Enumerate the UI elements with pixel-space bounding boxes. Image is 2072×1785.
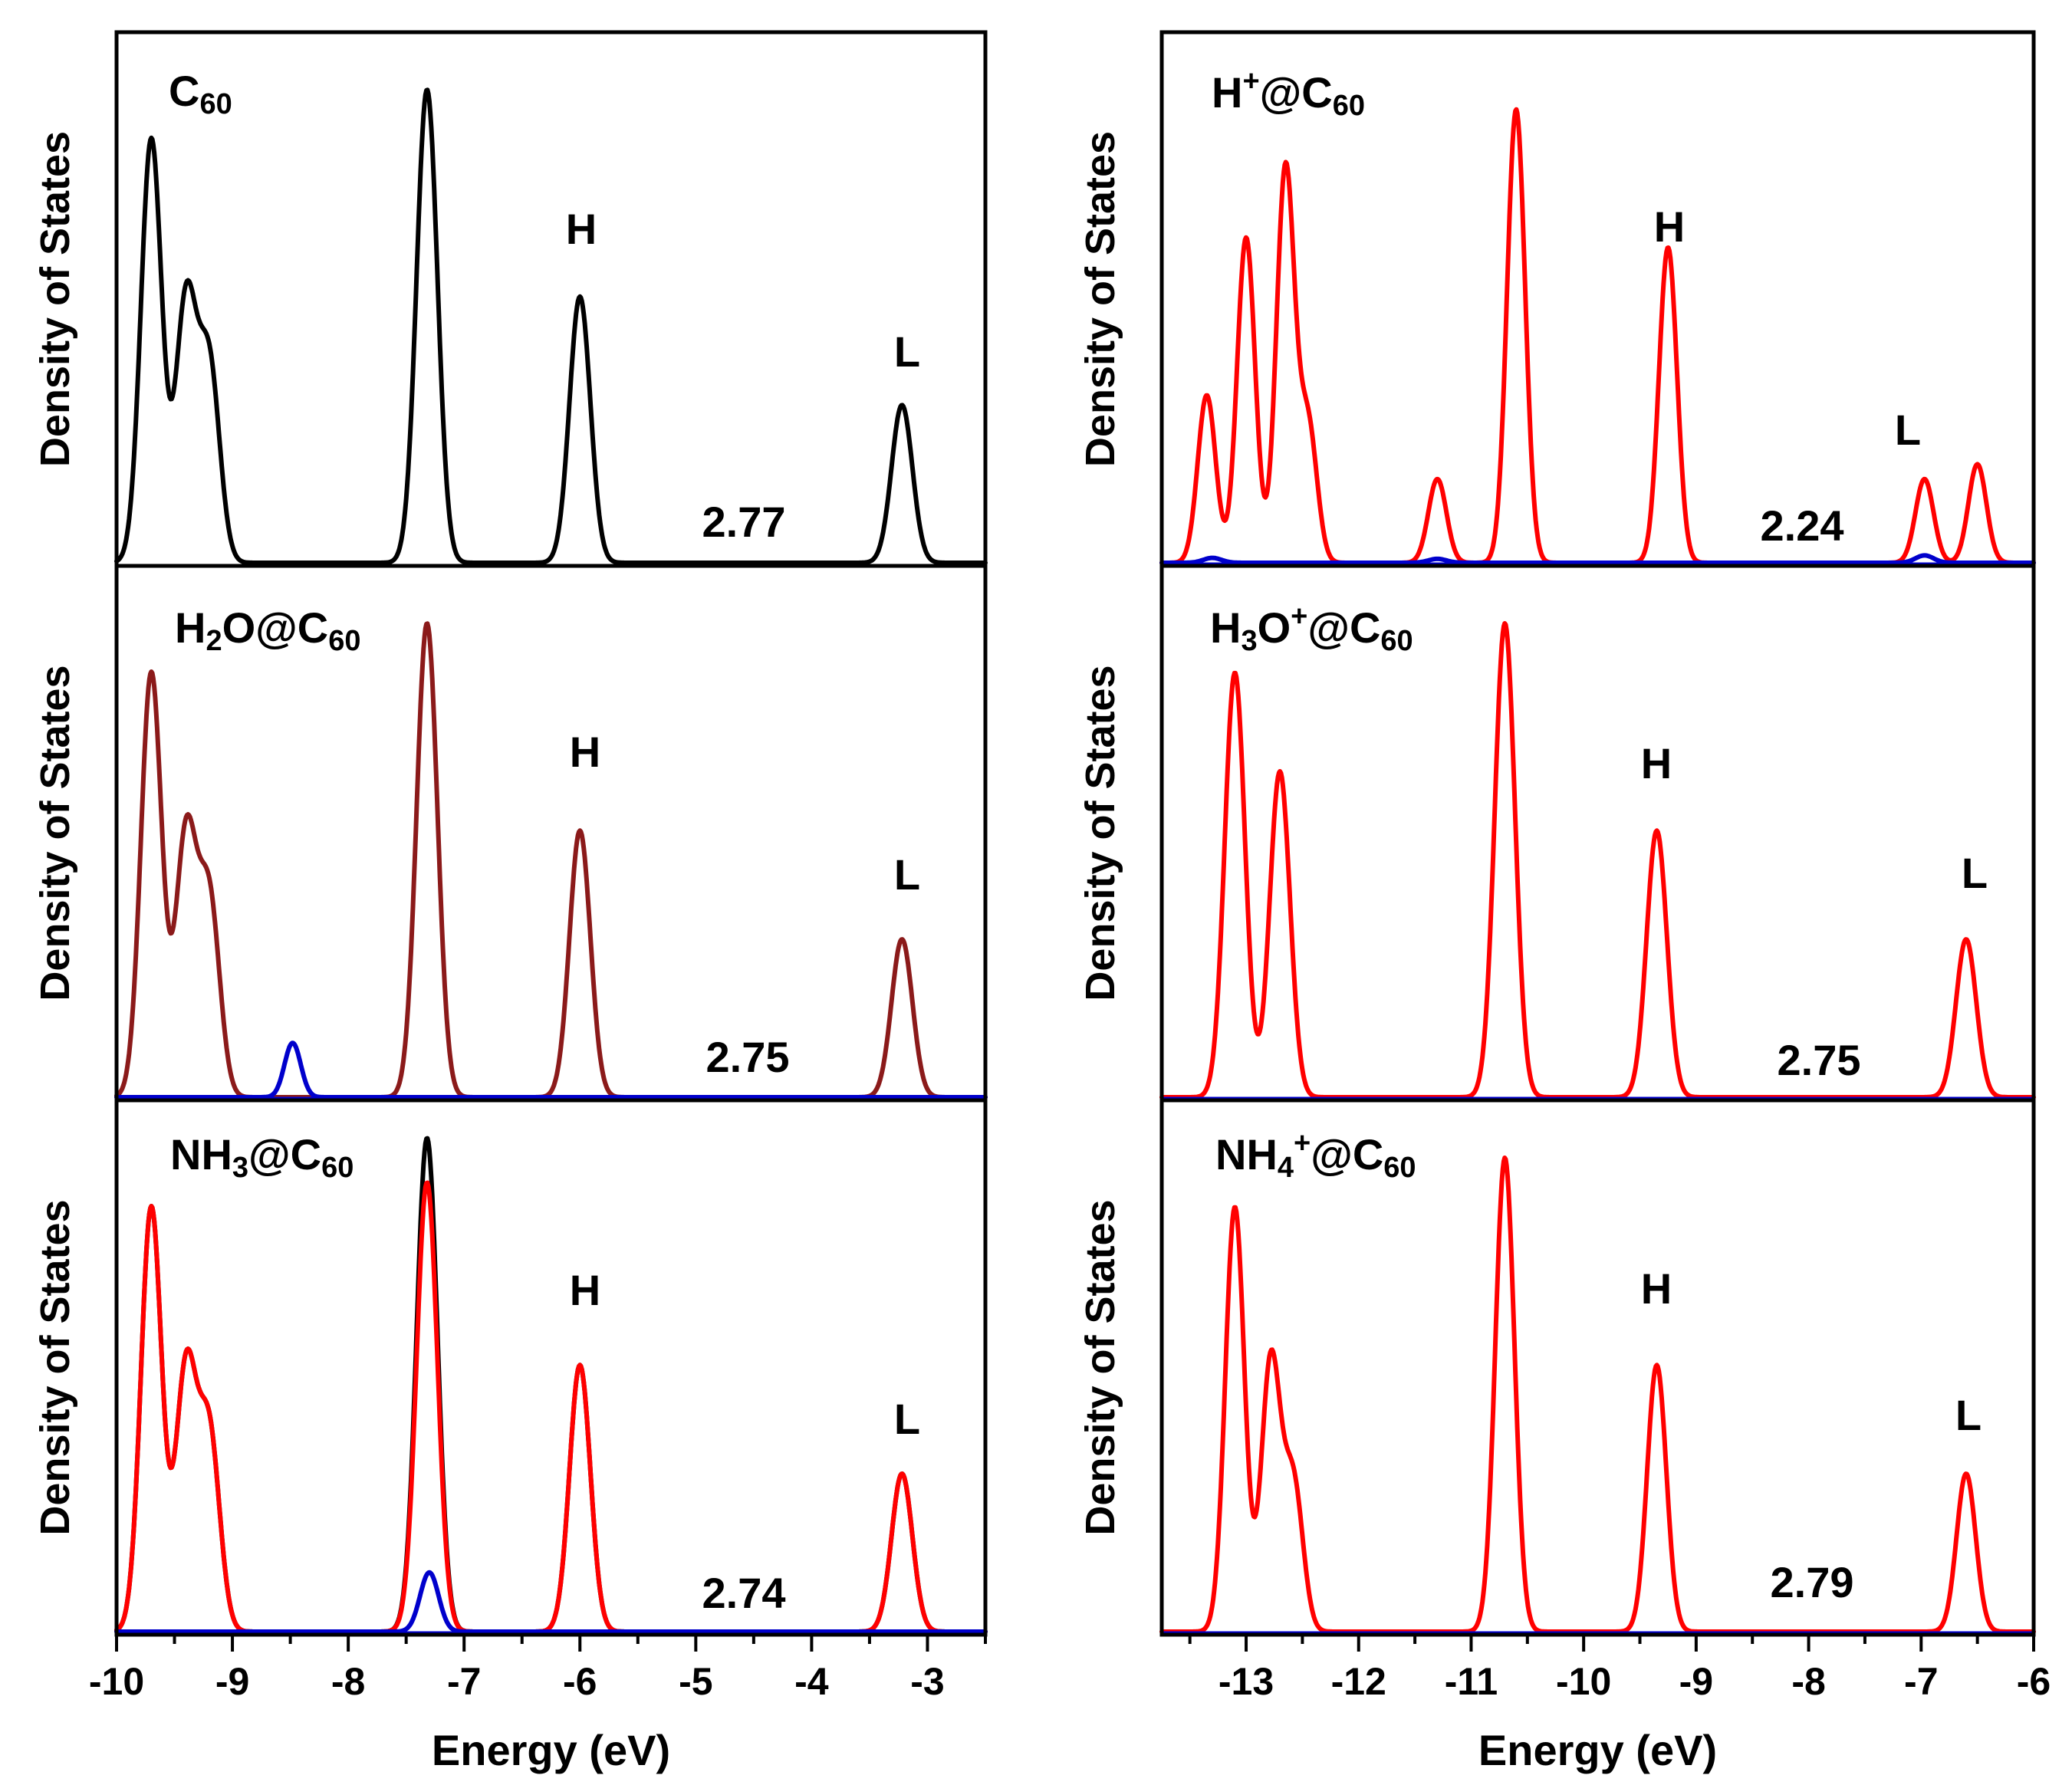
dos-curve-nh4-total <box>1159 1155 2036 1634</box>
dos-curve-nh3-total <box>114 1136 988 1634</box>
dos-curve-h3o-total <box>1159 621 2036 1100</box>
panel-title-part: @C <box>1260 68 1333 117</box>
panel-title-part: NH <box>1215 1130 1278 1178</box>
panel-title-part: 60 <box>1383 1152 1416 1184</box>
gap-value-hplus: 2.24 <box>1761 501 1844 550</box>
panel-title-part: 2 <box>206 625 222 657</box>
panel-nh3: Density of States NH3​@C60​ H L 2.74 <box>32 1130 988 1635</box>
panel-title-part: H <box>175 603 206 652</box>
y-axis-label: Density of States <box>1077 665 1123 1001</box>
gap-value-c60: 2.77 <box>702 498 786 546</box>
y-axis-label: Density of States <box>32 1199 78 1535</box>
panel-title-part: NH <box>170 1130 232 1178</box>
panel-title-hplus: H+​@C60​ <box>1212 65 1365 122</box>
y-axis-label: Density of States <box>1077 1199 1123 1535</box>
x-tick-label: -13 <box>1219 1660 1274 1703</box>
panel-title-part: 60 <box>199 88 232 120</box>
panel-title-part: 60 <box>1380 625 1413 657</box>
y-axis-label: Density of States <box>32 131 78 467</box>
panel-title-nh4: NH4​+​@C60​ <box>1215 1127 1416 1184</box>
lumo-label-h3o: L <box>1962 849 1988 897</box>
x-tick-label: -7 <box>447 1660 481 1703</box>
panel-title-part: C <box>169 67 199 115</box>
homo-label-nh4: H <box>1641 1264 1672 1313</box>
panel-title-part: O@C <box>222 603 329 652</box>
y-axis-label: Density of States <box>32 665 78 1001</box>
panel-title-part: H <box>1210 603 1241 652</box>
lumo-label-nh3: L <box>894 1395 920 1443</box>
panel-title-part: + <box>1242 65 1259 97</box>
panel-title-part: @C <box>1311 1130 1383 1178</box>
homo-label-nh3: H <box>570 1266 600 1314</box>
panel-title-part: 60 <box>328 625 360 657</box>
panel-title-part: + <box>1291 600 1307 633</box>
homo-label-h2o: H <box>570 728 600 776</box>
x-tick-label: -6 <box>563 1660 597 1703</box>
panel-title-part: 3 <box>1241 625 1257 657</box>
x-tick-label: -8 <box>331 1660 365 1703</box>
x-tick-label: -3 <box>910 1660 944 1703</box>
dos-curve-h2o-total <box>114 621 988 1100</box>
panel-title-part: 60 <box>1333 90 1365 122</box>
panel-title-part: H <box>1212 68 1242 117</box>
x-tick-label: -4 <box>794 1660 829 1703</box>
panel-title-part: + <box>1294 1127 1311 1159</box>
left-frame <box>114 30 988 1637</box>
x-tick-label: -11 <box>1445 1660 1498 1703</box>
panel-title-part: @C <box>248 1130 321 1178</box>
lumo-label-nh4: L <box>1955 1391 1982 1439</box>
gap-value-nh4: 2.79 <box>1771 1558 1854 1606</box>
panel-title-part: 3 <box>232 1152 248 1184</box>
dos-curve-nh3-cage <box>114 1180 988 1634</box>
panel-title-part: O <box>1258 603 1291 652</box>
gap-value-h2o: 2.75 <box>706 1033 790 1081</box>
right-frame <box>1159 30 2036 1637</box>
panel-c60: Density of States C60​ H L 2.77 <box>32 67 988 565</box>
homo-label-h3o: H <box>1641 739 1672 787</box>
x-axis-label: Energy (eV) <box>1478 1726 1717 1774</box>
x-tick-label: -6 <box>2017 1660 2051 1703</box>
lumo-label-h2o: L <box>894 850 920 899</box>
gap-value-nh3: 2.74 <box>702 1569 786 1617</box>
x-tick-label: -10 <box>89 1660 144 1703</box>
x-tick-label: -5 <box>679 1660 712 1703</box>
dos-curve-hplus-total <box>1159 107 2036 565</box>
dos-curve-c60-C60 <box>114 87 988 565</box>
x-tick-label: -7 <box>1904 1660 1938 1703</box>
panel-title-part: 60 <box>321 1152 354 1184</box>
x-tick-label: -10 <box>1556 1660 1611 1703</box>
homo-label-hplus: H <box>1654 202 1685 251</box>
x-tick-label: -8 <box>1791 1660 1825 1703</box>
panel-title-h3o: H3​O+​@C60​ <box>1210 600 1413 657</box>
lumo-label-c60: L <box>894 327 920 376</box>
x-tick-label: -12 <box>1331 1660 1386 1703</box>
x-tick-label: -9 <box>215 1660 249 1703</box>
panel-nh4: Density of States NH4​+​@C60​ H L 2.79 <box>1077 1127 2036 1635</box>
gap-value-h3o: 2.75 <box>1778 1036 1861 1084</box>
panel-title-part: 4 <box>1278 1152 1294 1184</box>
lumo-label-hplus: L <box>1895 406 1921 454</box>
y-axis-label: Density of States <box>1077 131 1123 467</box>
panel-title-nh3: NH3​@C60​ <box>170 1130 354 1184</box>
homo-label-c60: H <box>566 205 597 253</box>
panel-title-part: @C <box>1307 603 1380 652</box>
x-axis-label: Energy (eV) <box>432 1726 670 1774</box>
x-tick-label: -9 <box>1679 1660 1713 1703</box>
panel-title-h2o: H2​O@C60​ <box>175 603 360 657</box>
panel-title-c60: C60​ <box>169 67 232 120</box>
